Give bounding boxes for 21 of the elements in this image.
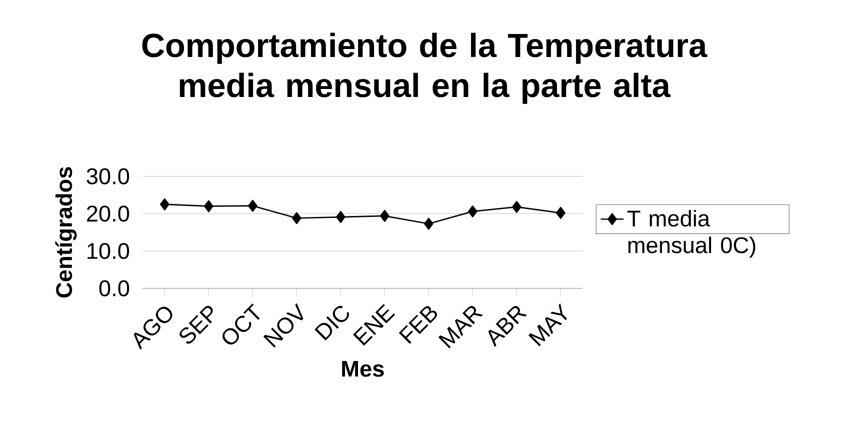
legend-label: T media mensual 0C) <box>627 210 756 258</box>
point <box>556 206 566 219</box>
point <box>160 198 170 210</box>
y-tick-label: 10.0 <box>88 242 130 260</box>
point <box>336 211 346 224</box>
point <box>380 210 390 222</box>
y-tick-label: 0.0 <box>99 280 130 296</box>
point <box>424 218 434 230</box>
y-tick-label: 30.0 <box>86 168 130 184</box>
point <box>292 212 302 224</box>
x-tick-label: SEP <box>180 306 213 344</box>
x-tick-label: FEB <box>398 306 437 344</box>
x-axis-title: Mes <box>342 360 384 377</box>
y-axis-title: Centígrados <box>55 167 77 298</box>
y-tick-label: 20.0 <box>86 206 130 222</box>
point <box>512 200 522 213</box>
point <box>248 200 258 212</box>
chart-title: Comportamiento de la Temperatura media mensual en la parte alta <box>142 32 708 104</box>
point <box>204 200 214 212</box>
x-tick-label: DIC <box>314 306 349 340</box>
point <box>468 205 478 218</box>
